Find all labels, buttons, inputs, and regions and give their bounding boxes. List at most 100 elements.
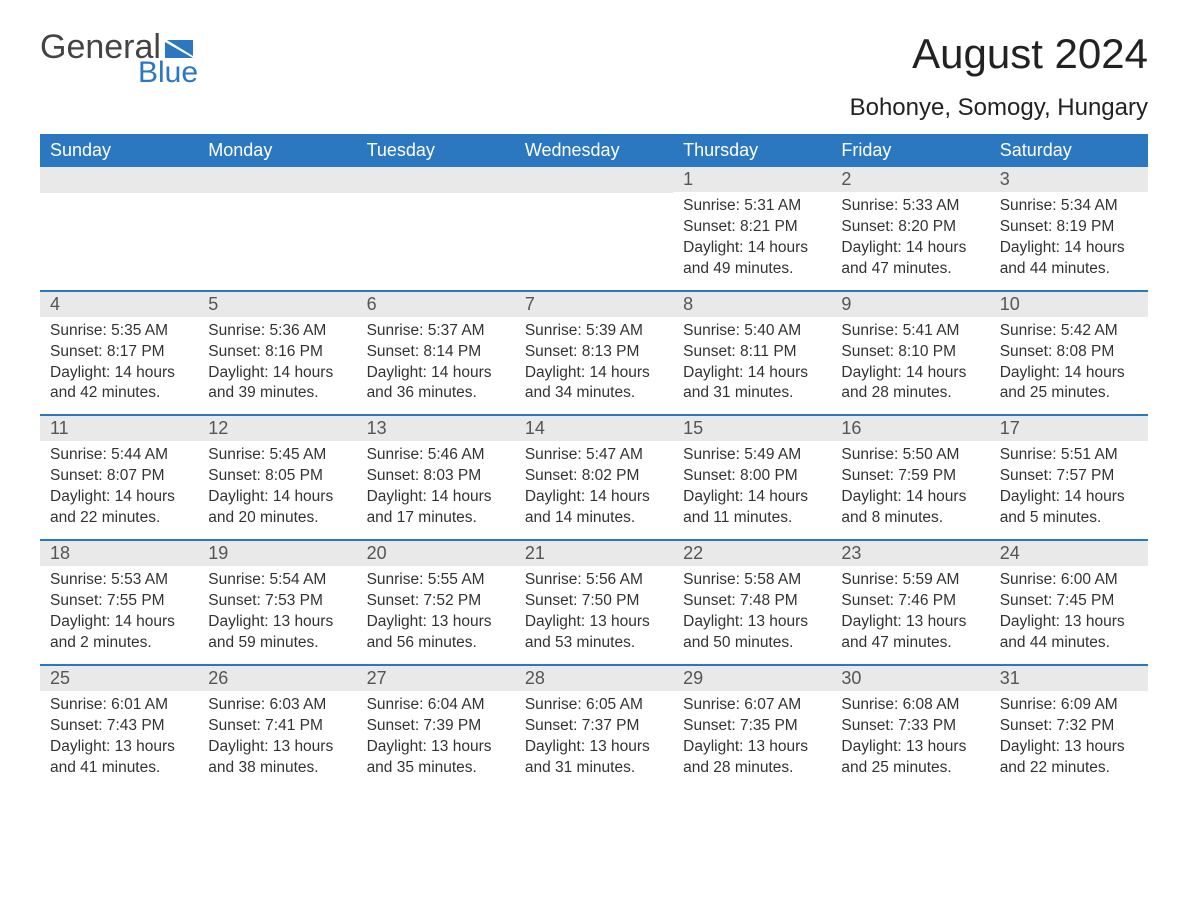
sunrise-text: Sunrise: 5:45 AM (208, 445, 346, 466)
sunrise-text: Sunrise: 5:47 AM (525, 445, 663, 466)
sunrise-text: Sunrise: 6:08 AM (841, 695, 979, 716)
calendar-day: 22Sunrise: 5:58 AMSunset: 7:48 PMDayligh… (673, 541, 831, 664)
day-number: 27 (357, 666, 515, 691)
calendar-day: 9Sunrise: 5:41 AMSunset: 8:10 PMDaylight… (831, 292, 989, 415)
day-content: Sunrise: 5:39 AMSunset: 8:13 PMDaylight:… (515, 317, 673, 415)
daylight-text: Daylight: 13 hours and 28 minutes. (683, 737, 821, 779)
sunset-text: Sunset: 8:11 PM (683, 342, 821, 363)
sunset-text: Sunset: 8:05 PM (208, 466, 346, 487)
day-content (357, 193, 515, 283)
daylight-text: Daylight: 13 hours and 35 minutes. (367, 737, 505, 779)
day-content: Sunrise: 6:07 AMSunset: 7:35 PMDaylight:… (673, 691, 831, 789)
sunset-text: Sunset: 8:17 PM (50, 342, 188, 363)
sunrise-text: Sunrise: 5:36 AM (208, 321, 346, 342)
calendar-day: 13Sunrise: 5:46 AMSunset: 8:03 PMDayligh… (357, 416, 515, 539)
day-number: 24 (990, 541, 1148, 566)
daylight-text: Daylight: 13 hours and 56 minutes. (367, 612, 505, 654)
calendar-day: 17Sunrise: 5:51 AMSunset: 7:57 PMDayligh… (990, 416, 1148, 539)
day-content: Sunrise: 5:37 AMSunset: 8:14 PMDaylight:… (357, 317, 515, 415)
calendar-day: 14Sunrise: 5:47 AMSunset: 8:02 PMDayligh… (515, 416, 673, 539)
day-content: Sunrise: 5:49 AMSunset: 8:00 PMDaylight:… (673, 441, 831, 539)
daylight-text: Daylight: 13 hours and 22 minutes. (1000, 737, 1138, 779)
day-content (40, 193, 198, 283)
calendar-day: 24Sunrise: 6:00 AMSunset: 7:45 PMDayligh… (990, 541, 1148, 664)
sunrise-text: Sunrise: 5:35 AM (50, 321, 188, 342)
header: General Blue August 2024 (40, 30, 1148, 88)
sunset-text: Sunset: 8:19 PM (1000, 217, 1138, 238)
calendar-day: 4 Sunrise: 5:35 AMSunset: 8:17 PMDaylight… (40, 292, 198, 415)
daylight-text: Daylight: 14 hours and 34 minutes. (525, 363, 663, 405)
day-number (198, 167, 356, 193)
day-number: 5 (198, 292, 356, 317)
sunset-text: Sunset: 7:55 PM (50, 591, 188, 612)
day-number: 29 (673, 666, 831, 691)
logo-text-blue: Blue (138, 58, 198, 88)
sunrise-text: Sunrise: 6:03 AM (208, 695, 346, 716)
sunset-text: Sunset: 8:16 PM (208, 342, 346, 363)
calendar-day: 28Sunrise: 6:05 AMSunset: 7:37 PMDayligh… (515, 666, 673, 789)
sunset-text: Sunset: 7:53 PM (208, 591, 346, 612)
sunrise-text: Sunrise: 5:50 AM (841, 445, 979, 466)
sunset-text: Sunset: 7:35 PM (683, 716, 821, 737)
weekday-header: Wednesday (515, 134, 673, 167)
day-number: 18 (40, 541, 198, 566)
sunrise-text: Sunrise: 5:49 AM (683, 445, 821, 466)
sunrise-text: Sunrise: 5:37 AM (367, 321, 505, 342)
day-content: Sunrise: 5:51 AMSunset: 7:57 PMDaylight:… (990, 441, 1148, 539)
day-number: 1 (673, 167, 831, 192)
day-content: Sunrise: 5:33 AMSunset: 8:20 PMDaylight:… (831, 192, 989, 290)
daylight-text: Daylight: 14 hours and 42 minutes. (50, 363, 188, 405)
sunrise-text: Sunrise: 5:53 AM (50, 570, 188, 591)
daylight-text: Daylight: 13 hours and 41 minutes. (50, 737, 188, 779)
day-number (515, 167, 673, 193)
calendar-week: 4Sunrise: 5:35 AMSunset: 8:17 PMDaylight… (40, 290, 1148, 415)
calendar-day: 6Sunrise: 5:37 AMSunset: 8:14 PMDaylight… (357, 292, 515, 415)
day-content: Sunrise: 6:05 AMSunset: 7:37 PMDaylight:… (515, 691, 673, 789)
weekday-header: Tuesday (357, 134, 515, 167)
calendar-week: 25Sunrise: 6:01 AMSunset: 7:43 PMDayligh… (40, 664, 1148, 789)
daylight-text: Daylight: 14 hours and 22 minutes. (50, 487, 188, 529)
day-content: Sunrise: 5:34 AMSunset: 8:19 PMDaylight:… (990, 192, 1148, 290)
daylight-text: Daylight: 13 hours and 50 minutes. (683, 612, 821, 654)
daylight-text: Daylight: 14 hours and 31 minutes. (683, 363, 821, 405)
weekday-header-row: SundayMondayTuesdayWednesdayThursdayFrid… (40, 134, 1148, 167)
calendar-day: 16Sunrise: 5:50 AMSunset: 7:59 PMDayligh… (831, 416, 989, 539)
day-content: Sunrise: 5:59 AMSunset: 7:46 PMDaylight:… (831, 566, 989, 664)
day-number: 31 (990, 666, 1148, 691)
daylight-text: Daylight: 14 hours and 11 minutes. (683, 487, 821, 529)
location-text: Bohonye, Somogy, Hungary (40, 94, 1148, 122)
calendar-day: 11Sunrise: 5:44 AMSunset: 8:07 PMDayligh… (40, 416, 198, 539)
day-content: Sunrise: 5:45 AMSunset: 8:05 PMDaylight:… (198, 441, 356, 539)
day-number: 8 (673, 292, 831, 317)
daylight-text: Daylight: 14 hours and 17 minutes. (367, 487, 505, 529)
day-content: Sunrise: 6:04 AMSunset: 7:39 PMDaylight:… (357, 691, 515, 789)
day-number: 16 (831, 416, 989, 441)
day-content: Sunrise: 5:40 AMSunset: 8:11 PMDaylight:… (673, 317, 831, 415)
sunset-text: Sunset: 8:10 PM (841, 342, 979, 363)
day-content: Sunrise: 6:08 AMSunset: 7:33 PMDaylight:… (831, 691, 989, 789)
calendar-day: 15Sunrise: 5:49 AMSunset: 8:00 PMDayligh… (673, 416, 831, 539)
sunset-text: Sunset: 8:14 PM (367, 342, 505, 363)
calendar-day (357, 167, 515, 290)
day-content: Sunrise: 6:00 AMSunset: 7:45 PMDaylight:… (990, 566, 1148, 664)
day-content: Sunrise: 5:42 AMSunset: 8:08 PMDaylight:… (990, 317, 1148, 415)
calendar-day: 27Sunrise: 6:04 AMSunset: 7:39 PMDayligh… (357, 666, 515, 789)
day-content: Sunrise: 5:54 AMSunset: 7:53 PMDaylight:… (198, 566, 356, 664)
daylight-text: Daylight: 13 hours and 44 minutes. (1000, 612, 1138, 654)
day-number: 4 (40, 292, 198, 317)
sunset-text: Sunset: 7:37 PM (525, 716, 663, 737)
weekday-header: Thursday (673, 134, 831, 167)
sunrise-text: Sunrise: 6:04 AM (367, 695, 505, 716)
weekday-header: Sunday (40, 134, 198, 167)
day-content: Sunrise: 6:09 AMSunset: 7:32 PMDaylight:… (990, 691, 1148, 789)
day-number: 12 (198, 416, 356, 441)
sunset-text: Sunset: 7:59 PM (841, 466, 979, 487)
daylight-text: Daylight: 13 hours and 25 minutes. (841, 737, 979, 779)
daylight-text: Daylight: 14 hours and 2 minutes. (50, 612, 188, 654)
logo: General Blue (40, 30, 198, 88)
daylight-text: Daylight: 14 hours and 36 minutes. (367, 363, 505, 405)
sunrise-text: Sunrise: 5:42 AM (1000, 321, 1138, 342)
daylight-text: Daylight: 14 hours and 49 minutes. (683, 238, 821, 280)
day-content: Sunrise: 5:56 AMSunset: 7:50 PMDaylight:… (515, 566, 673, 664)
calendar-week: 18Sunrise: 5:53 AMSunset: 7:55 PMDayligh… (40, 539, 1148, 664)
